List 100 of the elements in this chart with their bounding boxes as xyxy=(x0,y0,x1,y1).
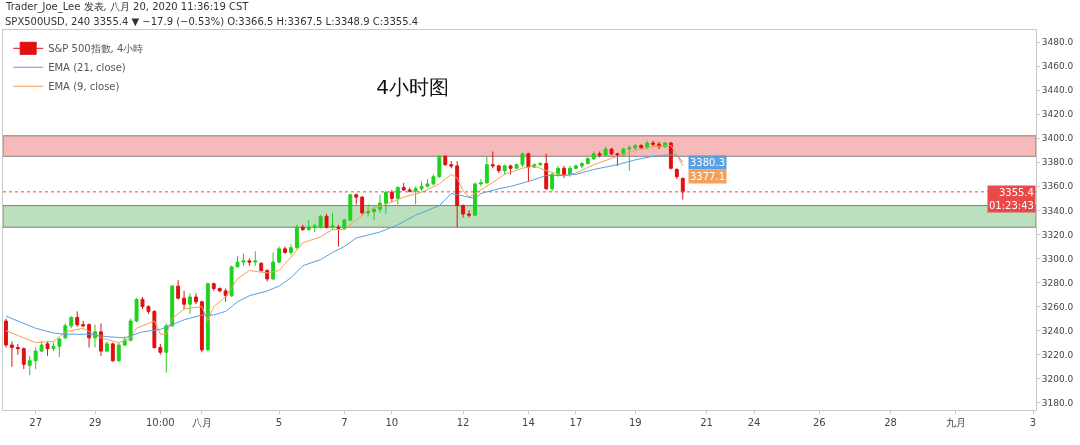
legend-label: S&P 500指數, 4小時 xyxy=(48,43,144,55)
candlestick xyxy=(538,161,543,167)
candlestick xyxy=(110,342,115,363)
candlestick xyxy=(680,176,685,201)
y-tick-label: 3320.0 xyxy=(1041,229,1074,240)
x-tick-label: 19 xyxy=(628,417,642,428)
x-tick-label: 5 xyxy=(275,417,283,428)
x-tick-label: 14 xyxy=(522,417,535,428)
candlestick xyxy=(473,182,477,217)
candlestick xyxy=(81,320,86,328)
candlestick xyxy=(21,346,26,370)
x-tick-label: 27 xyxy=(29,417,43,428)
x-tick-label: 7 xyxy=(341,417,348,428)
candlestick xyxy=(562,165,566,179)
y-tick-label: 3180.0 xyxy=(1041,397,1074,408)
candlestick xyxy=(170,284,175,328)
candlestick xyxy=(9,340,14,368)
candlestick xyxy=(75,310,80,328)
candlestick xyxy=(330,212,335,231)
y-tick-label: 3380.0 xyxy=(1041,157,1074,168)
candlestick xyxy=(603,146,608,157)
candlestick xyxy=(27,355,32,376)
candlestick xyxy=(69,315,74,329)
candlestick xyxy=(271,251,276,281)
candlestick xyxy=(188,292,192,315)
y-tick-label: 3240.0 xyxy=(1041,325,1074,336)
candlestick xyxy=(288,243,293,256)
x-tick-label: 九月 xyxy=(945,417,966,428)
candlestick xyxy=(389,189,394,203)
candlestick xyxy=(324,213,329,229)
y-tick-label: 3440.0 xyxy=(1041,85,1074,96)
candlestick xyxy=(674,167,679,180)
y-tick-label: 3220.0 xyxy=(1041,349,1074,360)
ref-line-label: 3355.4 01:23:43 xyxy=(989,187,1034,211)
candlestick xyxy=(401,182,406,192)
candlestick xyxy=(383,190,388,215)
candlestick xyxy=(490,150,495,169)
x-tick-label: 28 xyxy=(884,417,897,428)
candlestick xyxy=(502,164,507,175)
x-tick-label: 26 xyxy=(812,417,826,428)
candlestick xyxy=(259,261,264,273)
x-tick-label: 10 xyxy=(385,417,399,428)
candlestick xyxy=(158,343,163,356)
candlestick xyxy=(395,185,400,205)
candlestick xyxy=(223,288,228,303)
candlestick xyxy=(193,292,198,305)
candlestick xyxy=(45,340,50,357)
y-tick-label: 3400.0 xyxy=(1041,133,1074,144)
y-tick-label: 3360.0 xyxy=(1041,181,1074,192)
candlestick xyxy=(116,342,121,363)
candlestick xyxy=(484,155,489,185)
candlestick xyxy=(467,209,471,219)
candlestick xyxy=(366,203,371,217)
candlestick xyxy=(277,245,282,264)
candlestick xyxy=(176,279,181,300)
x-tick-label: 24 xyxy=(747,417,761,428)
candlestick xyxy=(336,224,341,247)
candlestick xyxy=(568,165,572,178)
candlestick xyxy=(508,165,513,175)
candlestick xyxy=(579,161,584,169)
y-tick-label: 3480.0 xyxy=(1041,37,1074,48)
candlestick xyxy=(300,224,305,232)
text: 4小时图 xyxy=(376,74,449,99)
x-tick-label: 17 xyxy=(569,417,583,428)
legend-label: EMA (21, close) xyxy=(48,62,126,74)
candlestick xyxy=(591,150,596,161)
candlestick xyxy=(573,164,578,170)
candlestick xyxy=(104,340,109,353)
x-tick-label: 3 xyxy=(1029,417,1037,428)
data-label: 3380.3 xyxy=(690,157,725,168)
data-label: 3377.1 xyxy=(690,171,725,182)
candlestick xyxy=(378,194,382,214)
candlestick xyxy=(550,172,555,192)
candlestick xyxy=(247,257,252,267)
y-tick-label: 3300.0 xyxy=(1041,253,1074,264)
candlestick xyxy=(526,152,531,183)
candlestick xyxy=(443,154,448,167)
candlestick xyxy=(253,250,258,267)
y-tick-label: 3460.0 xyxy=(1041,61,1074,72)
text: Trader_Joe_Lee 发表, 八月 20, 2020 11:36:19 CST xyxy=(5,1,250,13)
candlestick xyxy=(211,282,216,292)
text: SPX500USD, 240 3355.4 ▼ −17.9 (−0.53%) O:3366.5 H:3367.5 L:3348.9 C:3355.4 xyxy=(5,16,419,27)
candlestick xyxy=(461,203,466,219)
y-tick-label: 3420.0 xyxy=(1041,109,1074,120)
x-tick-label: 10:00 xyxy=(145,417,175,428)
x-tick-label: 29 xyxy=(88,417,102,428)
candlestick xyxy=(283,245,287,255)
legend-label: EMA (9, close) xyxy=(48,81,120,93)
candlestick xyxy=(639,143,644,150)
candlestick xyxy=(294,224,299,250)
candlestick xyxy=(597,150,602,158)
x-tick-label: 12 xyxy=(456,417,470,428)
candlestick xyxy=(306,219,311,231)
candlestick xyxy=(217,286,222,293)
candlestick xyxy=(455,160,460,228)
candlestick xyxy=(205,282,210,352)
candlestick xyxy=(348,193,353,222)
candlestick xyxy=(4,318,8,348)
candlestick xyxy=(585,156,590,166)
candlestick xyxy=(360,195,365,216)
